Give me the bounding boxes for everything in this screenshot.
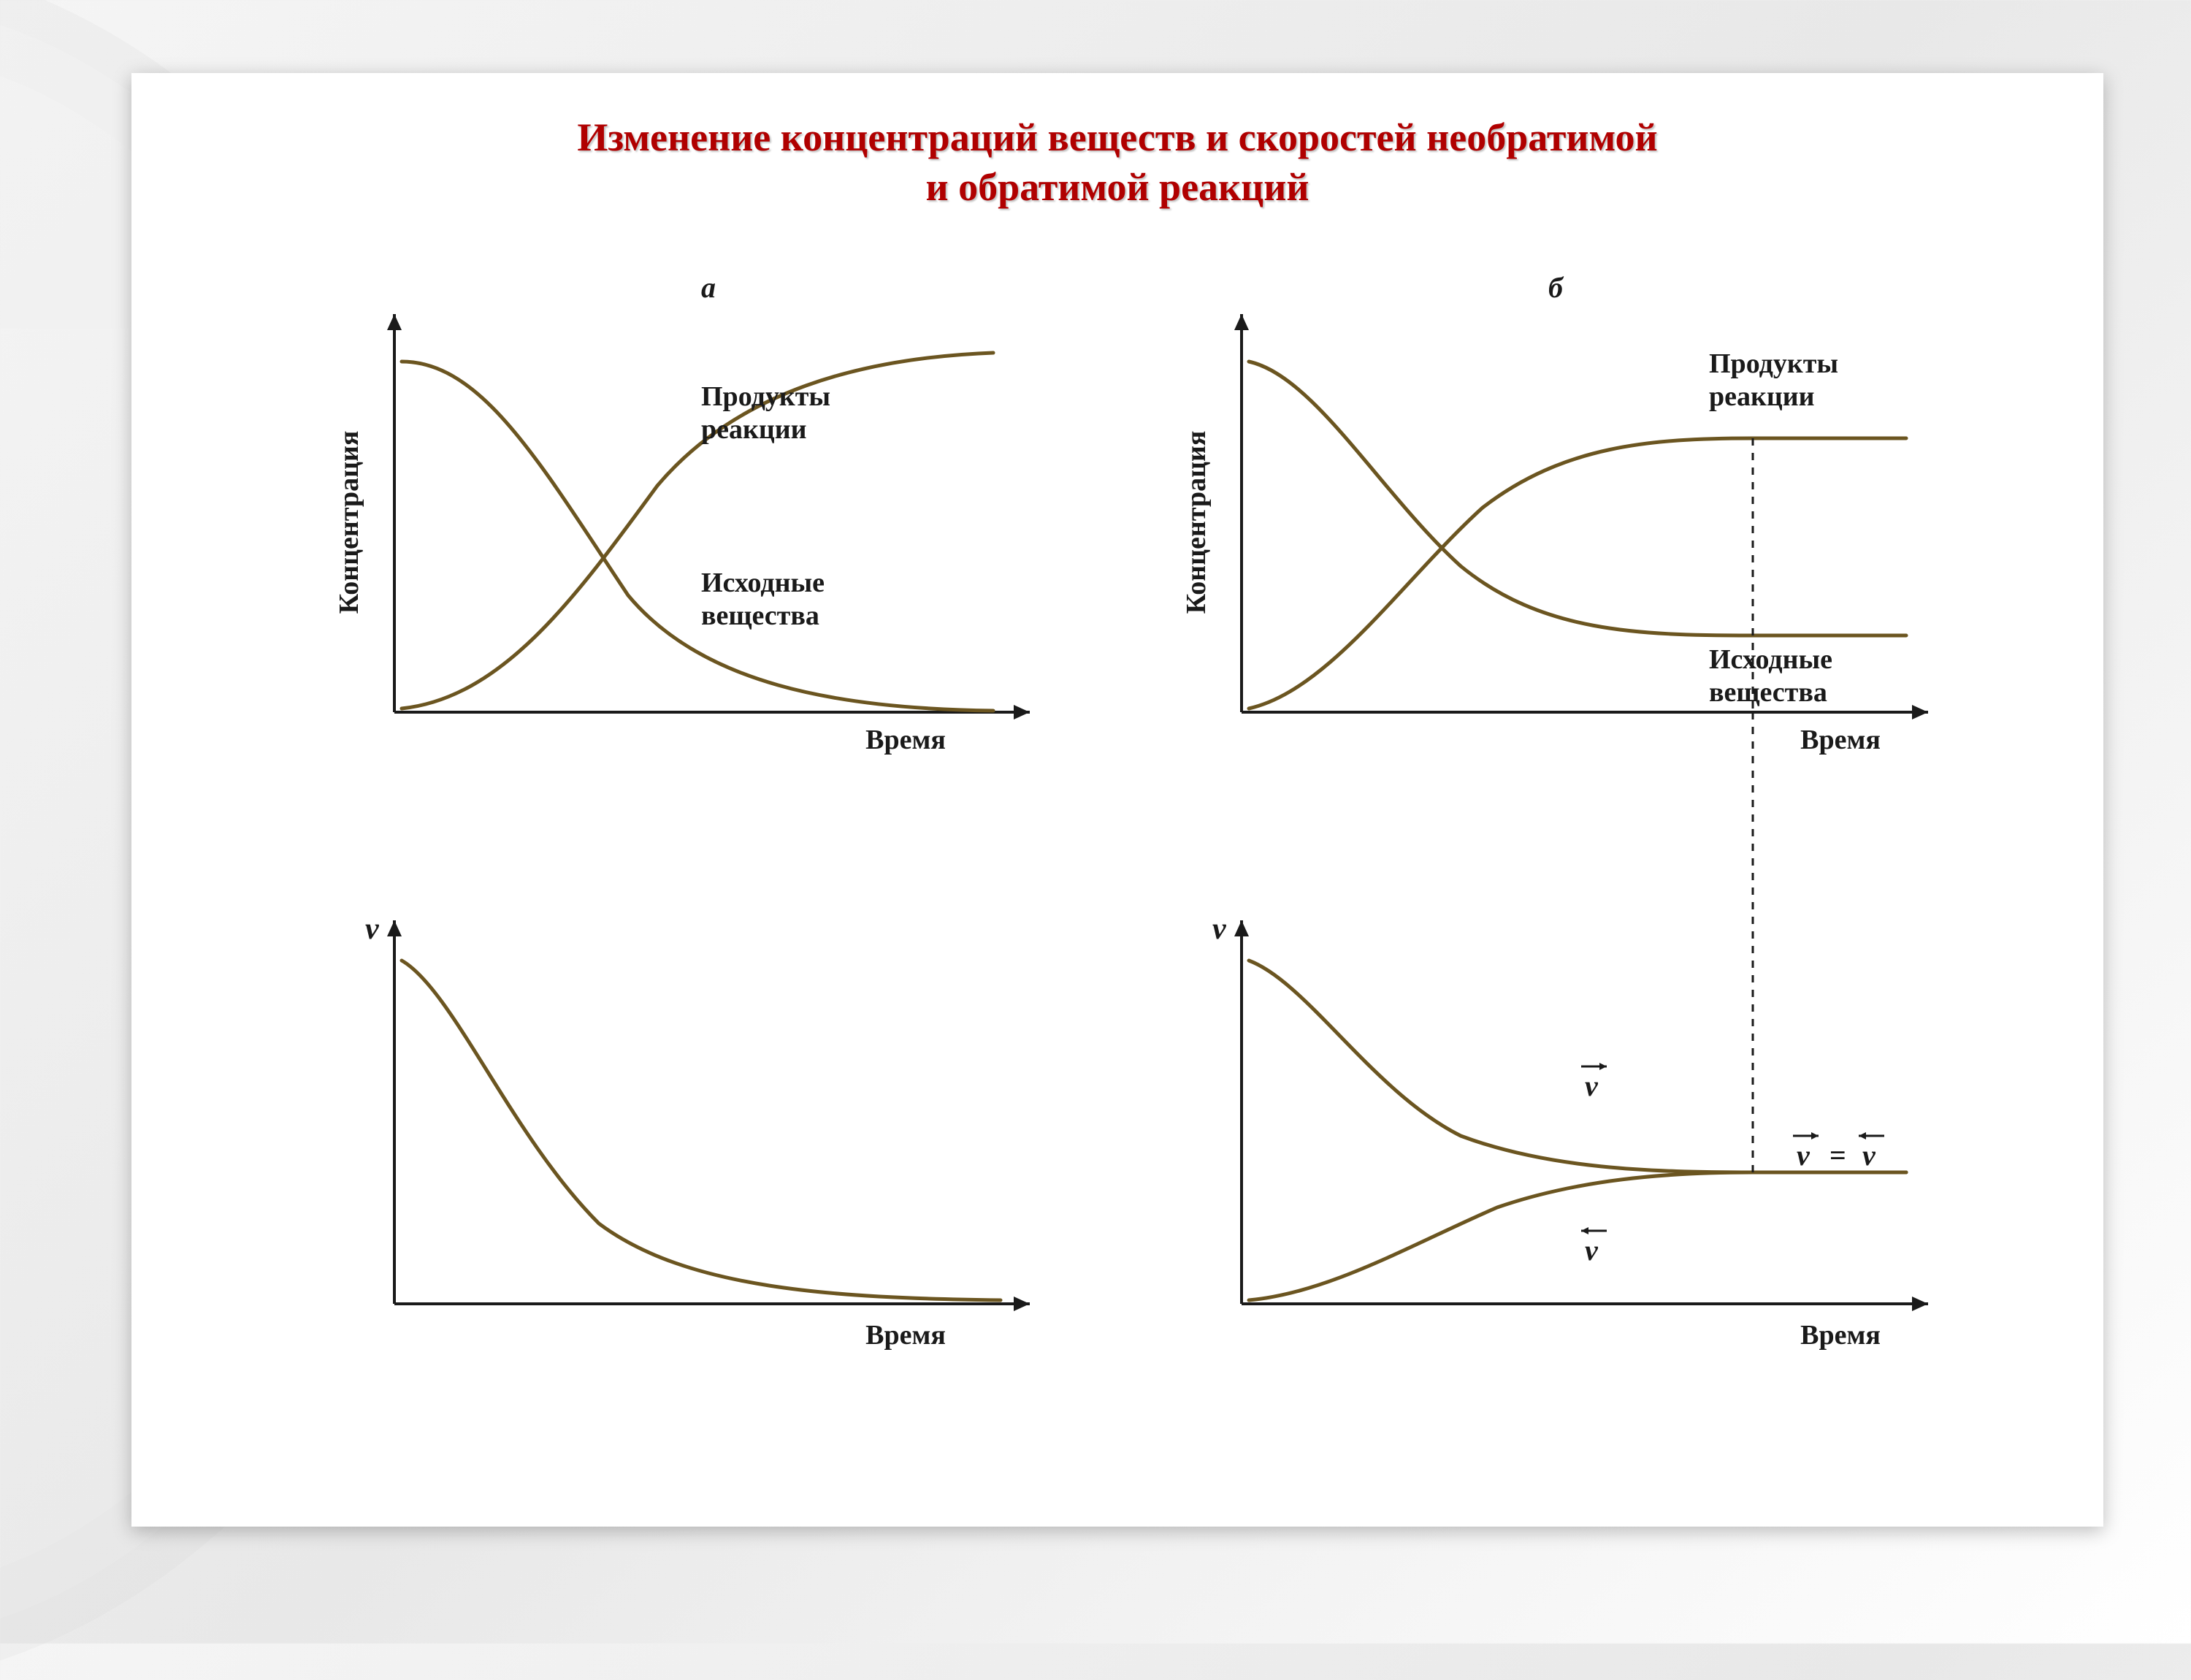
svg-text:v: v <box>1862 1139 1876 1172</box>
panel-a-reactants-label-1: Исходные <box>701 568 825 598</box>
panel-b-top: б Концентрация Время Продукты реакции Ис… <box>1181 271 1928 755</box>
charts-container: а Концентрация Время Продукты реакции Ис… <box>263 263 2016 1454</box>
svg-text:v: v <box>1585 1234 1599 1267</box>
svg-text:v: v <box>1585 1069 1599 1102</box>
panel-a-label: а <box>701 271 716 304</box>
svg-text:v: v <box>1797 1139 1810 1172</box>
panel-b-bottom-xlabel: Время <box>1800 1320 1881 1351</box>
slide-title: Изменение концентраций веществ и скорост… <box>131 73 2103 223</box>
title-line-2: и обратимой реакций <box>925 165 1309 209</box>
panel-b-reactants-label-1: Исходные <box>1709 644 1832 675</box>
panel-a-top-ylabel: Концентрация <box>334 431 364 614</box>
panel-a-reactants-curve <box>402 362 993 711</box>
panel-b-reactants-label-2: вещества <box>1709 677 1827 708</box>
panel-b-bottom: v Время v v <box>1212 712 1928 1351</box>
panel-a-rate-curve <box>402 961 1001 1300</box>
charts-svg: а Концентрация Время Продукты реакции Ис… <box>263 263 2016 1454</box>
panel-a-bottom: v Время <box>365 912 1030 1351</box>
panel-a-reactants-label-2: вещества <box>701 600 819 631</box>
svg-text:=: = <box>1829 1139 1846 1172</box>
panel-b-top-ylabel: Концентрация <box>1181 431 1212 614</box>
panel-b-eq-label: v = v <box>1793 1132 1884 1172</box>
title-line-1: Изменение концентраций веществ и скорост… <box>577 115 1657 159</box>
panel-b-products-label-1: Продукты <box>1709 348 1838 379</box>
panel-b-reverse-rate-curve <box>1249 1172 1906 1300</box>
panel-b-reverse-label: v <box>1581 1227 1607 1267</box>
panel-a-bottom-xlabel: Время <box>865 1320 946 1351</box>
panel-a-top-xlabel: Время <box>865 725 946 755</box>
panel-b-products-label-2: реакции <box>1709 381 1815 412</box>
panel-a-bottom-ylabel: v <box>365 912 380 946</box>
panel-b-forward-label: v <box>1581 1063 1607 1102</box>
panel-b-bottom-ylabel: v <box>1212 912 1227 946</box>
panel-a-products-label-2: реакции <box>701 414 807 445</box>
panel-a-top: а Концентрация Время Продукты реакции Ис… <box>334 271 1030 755</box>
panel-b-top-xlabel: Время <box>1800 725 1881 755</box>
slide-card: Изменение концентраций веществ и скорост… <box>131 73 2103 1527</box>
panel-a-products-label-1: Продукты <box>701 381 830 412</box>
panel-b-label: б <box>1548 271 1564 304</box>
